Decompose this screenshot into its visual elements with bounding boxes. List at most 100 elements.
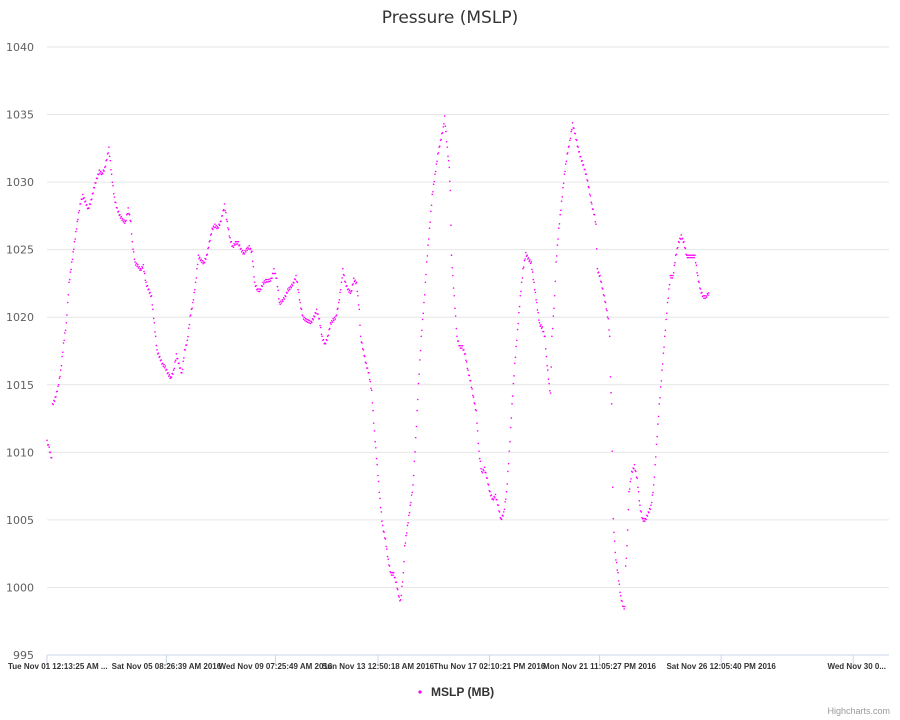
data-point[interactable] [491,497,494,500]
data-point[interactable] [643,517,645,520]
data-point[interactable] [73,240,76,243]
data-point[interactable] [479,460,482,463]
data-point[interactable] [611,486,614,489]
data-point[interactable] [659,397,661,399]
data-point[interactable] [416,409,418,412]
data-point[interactable] [327,334,330,337]
data-point[interactable] [245,247,248,250]
data-point[interactable] [181,371,183,374]
data-point[interactable] [90,198,93,200]
legend-marker[interactable] [418,690,422,694]
data-point[interactable] [502,511,505,513]
data-point[interactable] [339,291,341,294]
data-point[interactable] [588,193,591,195]
data-point[interactable] [152,308,154,311]
data-point[interactable] [329,321,332,324]
data-point[interactable] [230,240,233,243]
data-point[interactable] [143,270,145,273]
data-point[interactable] [284,295,287,298]
data-point[interactable] [631,471,634,473]
data-point[interactable] [655,443,658,446]
data-point[interactable] [412,484,414,486]
data-point[interactable] [569,139,571,142]
data-point[interactable] [376,463,379,466]
data-point[interactable] [403,544,406,547]
data-point[interactable] [648,511,650,514]
data-point[interactable] [282,300,284,303]
data-point[interactable] [176,357,179,360]
data-point[interactable] [478,450,480,452]
data-point[interactable] [257,290,259,293]
data-point[interactable] [99,170,102,173]
data-point[interactable] [466,367,469,370]
data-point[interactable] [294,278,297,281]
data-point[interactable] [159,355,161,358]
data-point[interactable] [470,386,473,389]
data-point[interactable] [508,450,511,452]
data-point[interactable] [99,172,101,174]
data-point[interactable] [49,451,52,454]
data-point[interactable] [83,197,85,199]
data-point[interactable] [472,394,474,397]
data-point[interactable] [81,198,83,200]
data-point[interactable] [696,274,699,277]
data-point[interactable] [123,219,125,221]
data-point[interactable] [297,288,299,291]
data-point[interactable] [276,285,279,288]
data-point[interactable] [406,524,409,527]
data-point[interactable] [386,548,388,550]
data-point[interactable] [477,442,480,445]
data-point[interactable] [358,308,361,311]
data-point[interactable] [663,335,666,338]
data-point[interactable] [372,422,375,424]
data-point[interactable] [573,127,575,130]
data-point[interactable] [437,152,440,154]
data-point[interactable] [626,544,628,547]
data-point[interactable] [421,329,423,332]
data-point[interactable] [348,291,350,293]
data-point[interactable] [400,594,403,597]
data-point[interactable] [513,375,515,377]
data-point[interactable] [687,254,689,257]
data-point[interactable] [540,324,542,326]
data-point[interactable] [559,213,561,216]
data-point[interactable] [498,511,501,513]
data-point[interactable] [81,193,84,196]
data-point[interactable] [189,314,192,316]
data-point[interactable] [312,318,315,321]
data-point[interactable] [443,123,445,125]
data-point[interactable] [504,501,506,503]
data-point[interactable] [419,349,422,352]
data-point[interactable] [375,457,378,460]
data-point[interactable] [139,267,142,270]
data-point[interactable] [500,518,503,521]
data-point[interactable] [304,317,307,320]
data-point[interactable] [588,186,590,189]
data-point[interactable] [694,254,696,257]
data-point[interactable] [192,299,195,301]
data-point[interactable] [201,259,204,262]
data-point[interactable] [198,257,200,260]
data-point[interactable] [339,288,342,291]
data-point[interactable] [356,290,359,293]
data-point[interactable] [77,211,80,214]
data-point[interactable] [122,221,125,223]
data-point[interactable] [597,271,600,273]
data-point[interactable] [187,335,189,338]
data-point[interactable] [174,361,176,363]
data-point[interactable] [532,278,535,281]
data-point[interactable] [616,569,619,571]
data-point[interactable] [551,327,554,330]
data-point[interactable] [187,327,190,329]
data-point[interactable] [315,312,317,315]
data-point[interactable] [610,391,612,394]
data-point[interactable] [608,329,610,331]
data-point[interactable] [278,301,281,304]
data-point[interactable] [469,380,472,382]
data-point[interactable] [379,497,381,500]
data-point[interactable] [562,182,565,185]
data-point[interactable] [374,440,376,443]
data-point[interactable] [353,280,356,283]
data-point[interactable] [200,261,203,264]
data-point[interactable] [333,316,336,319]
